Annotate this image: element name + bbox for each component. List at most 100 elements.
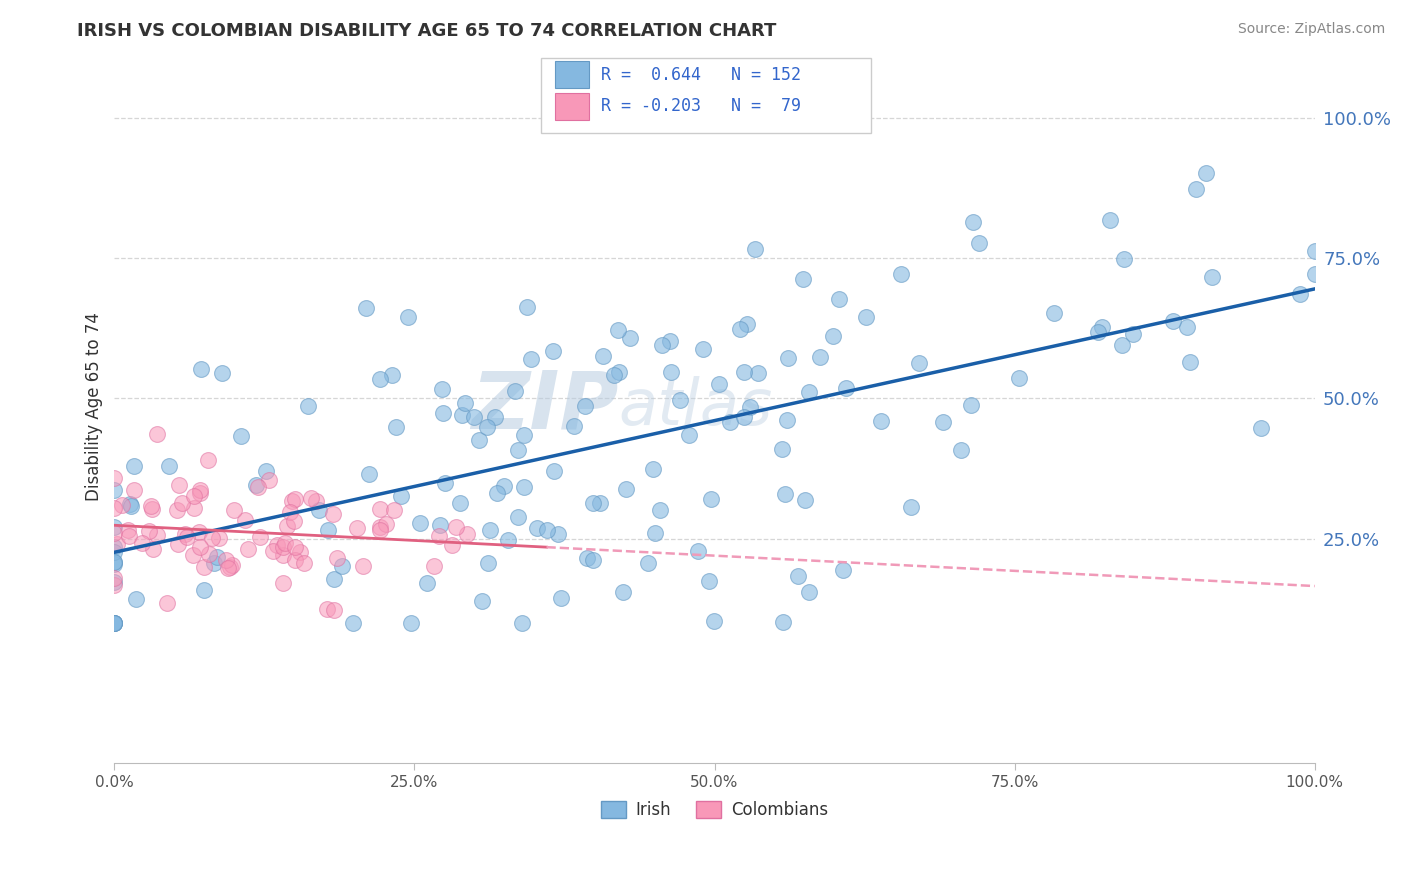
Point: [181, 548, 204, 562]
Point: [650, 503, 672, 517]
Point: [827, 293, 849, 307]
Text: R =  0.644   N = 152: R = 0.644 N = 152: [600, 66, 800, 84]
Text: Source: ZipAtlas.com: Source: ZipAtlas.com: [1237, 22, 1385, 37]
Point: [142, 542, 165, 557]
Point: [1043, 306, 1066, 320]
Point: [612, 585, 634, 599]
Point: [190, 361, 212, 376]
Point: [235, 513, 257, 527]
Point: [908, 356, 931, 370]
Point: [276, 519, 298, 533]
Point: [322, 507, 344, 521]
Point: [110, 498, 132, 512]
Point: [207, 549, 229, 564]
Point: [808, 350, 831, 364]
Point: [541, 343, 564, 358]
Point: [797, 385, 820, 400]
Point: [103, 519, 125, 533]
Point: [607, 322, 630, 336]
Y-axis label: Disability Age 65 to 74: Disability Age 65 to 74: [86, 312, 103, 501]
Point: [644, 525, 666, 540]
Point: [368, 520, 391, 534]
Point: [187, 524, 209, 539]
Point: [575, 551, 598, 566]
Point: [352, 559, 374, 574]
Point: [201, 531, 224, 545]
Point: [283, 514, 305, 528]
Point: [432, 382, 454, 396]
Point: [103, 574, 125, 589]
Point: [506, 509, 529, 524]
Point: [266, 538, 288, 552]
Point: [382, 503, 405, 517]
Point: [103, 571, 125, 585]
Point: [211, 366, 233, 380]
Point: [342, 615, 364, 630]
Bar: [540, 58, 870, 133]
Bar: [555, 93, 589, 120]
Point: [1195, 166, 1218, 180]
Point: [122, 458, 145, 473]
Point: [103, 526, 125, 541]
Point: [740, 400, 762, 414]
Point: [967, 235, 990, 250]
Point: [389, 489, 412, 503]
Point: [138, 524, 160, 538]
Point: [700, 491, 723, 506]
Point: [669, 392, 692, 407]
Point: [478, 523, 501, 537]
Point: [305, 494, 328, 508]
Point: [231, 428, 253, 442]
Point: [167, 478, 190, 492]
Point: [709, 376, 731, 391]
Point: [519, 352, 541, 367]
Point: [274, 536, 297, 550]
Point: [323, 603, 346, 617]
Point: [254, 464, 277, 478]
Point: [145, 427, 167, 442]
Point: [799, 585, 821, 599]
Point: [432, 406, 454, 420]
Text: atlas: atlas: [619, 376, 773, 438]
Point: [485, 486, 508, 500]
Point: [890, 268, 912, 282]
Point: [510, 615, 533, 630]
Point: [271, 549, 294, 563]
Point: [536, 523, 558, 537]
Point: [778, 351, 800, 366]
Point: [562, 418, 585, 433]
Point: [368, 523, 391, 537]
Point: [733, 365, 755, 379]
Point: [103, 615, 125, 630]
Point: [103, 501, 125, 516]
Point: [278, 505, 301, 519]
Point: [1303, 244, 1326, 258]
Point: [202, 557, 225, 571]
Point: [526, 521, 548, 535]
Point: [456, 527, 478, 541]
Point: [496, 533, 519, 548]
Point: [574, 400, 596, 414]
Point: [1184, 182, 1206, 196]
Point: [131, 535, 153, 549]
Point: [441, 538, 464, 552]
Point: [855, 310, 877, 324]
Point: [117, 523, 139, 537]
Point: [103, 615, 125, 630]
Point: [1087, 325, 1109, 339]
Point: [607, 365, 630, 379]
Point: [619, 331, 641, 345]
Point: [692, 342, 714, 356]
Point: [728, 322, 751, 336]
Point: [747, 366, 769, 380]
Point: [1250, 420, 1272, 434]
Point: [1161, 314, 1184, 328]
Point: [381, 368, 404, 383]
Point: [1201, 270, 1223, 285]
Point: [146, 528, 169, 542]
Point: [678, 428, 700, 442]
Point: [238, 542, 260, 557]
Point: [190, 540, 212, 554]
Point: [354, 301, 377, 316]
Point: [471, 593, 494, 607]
